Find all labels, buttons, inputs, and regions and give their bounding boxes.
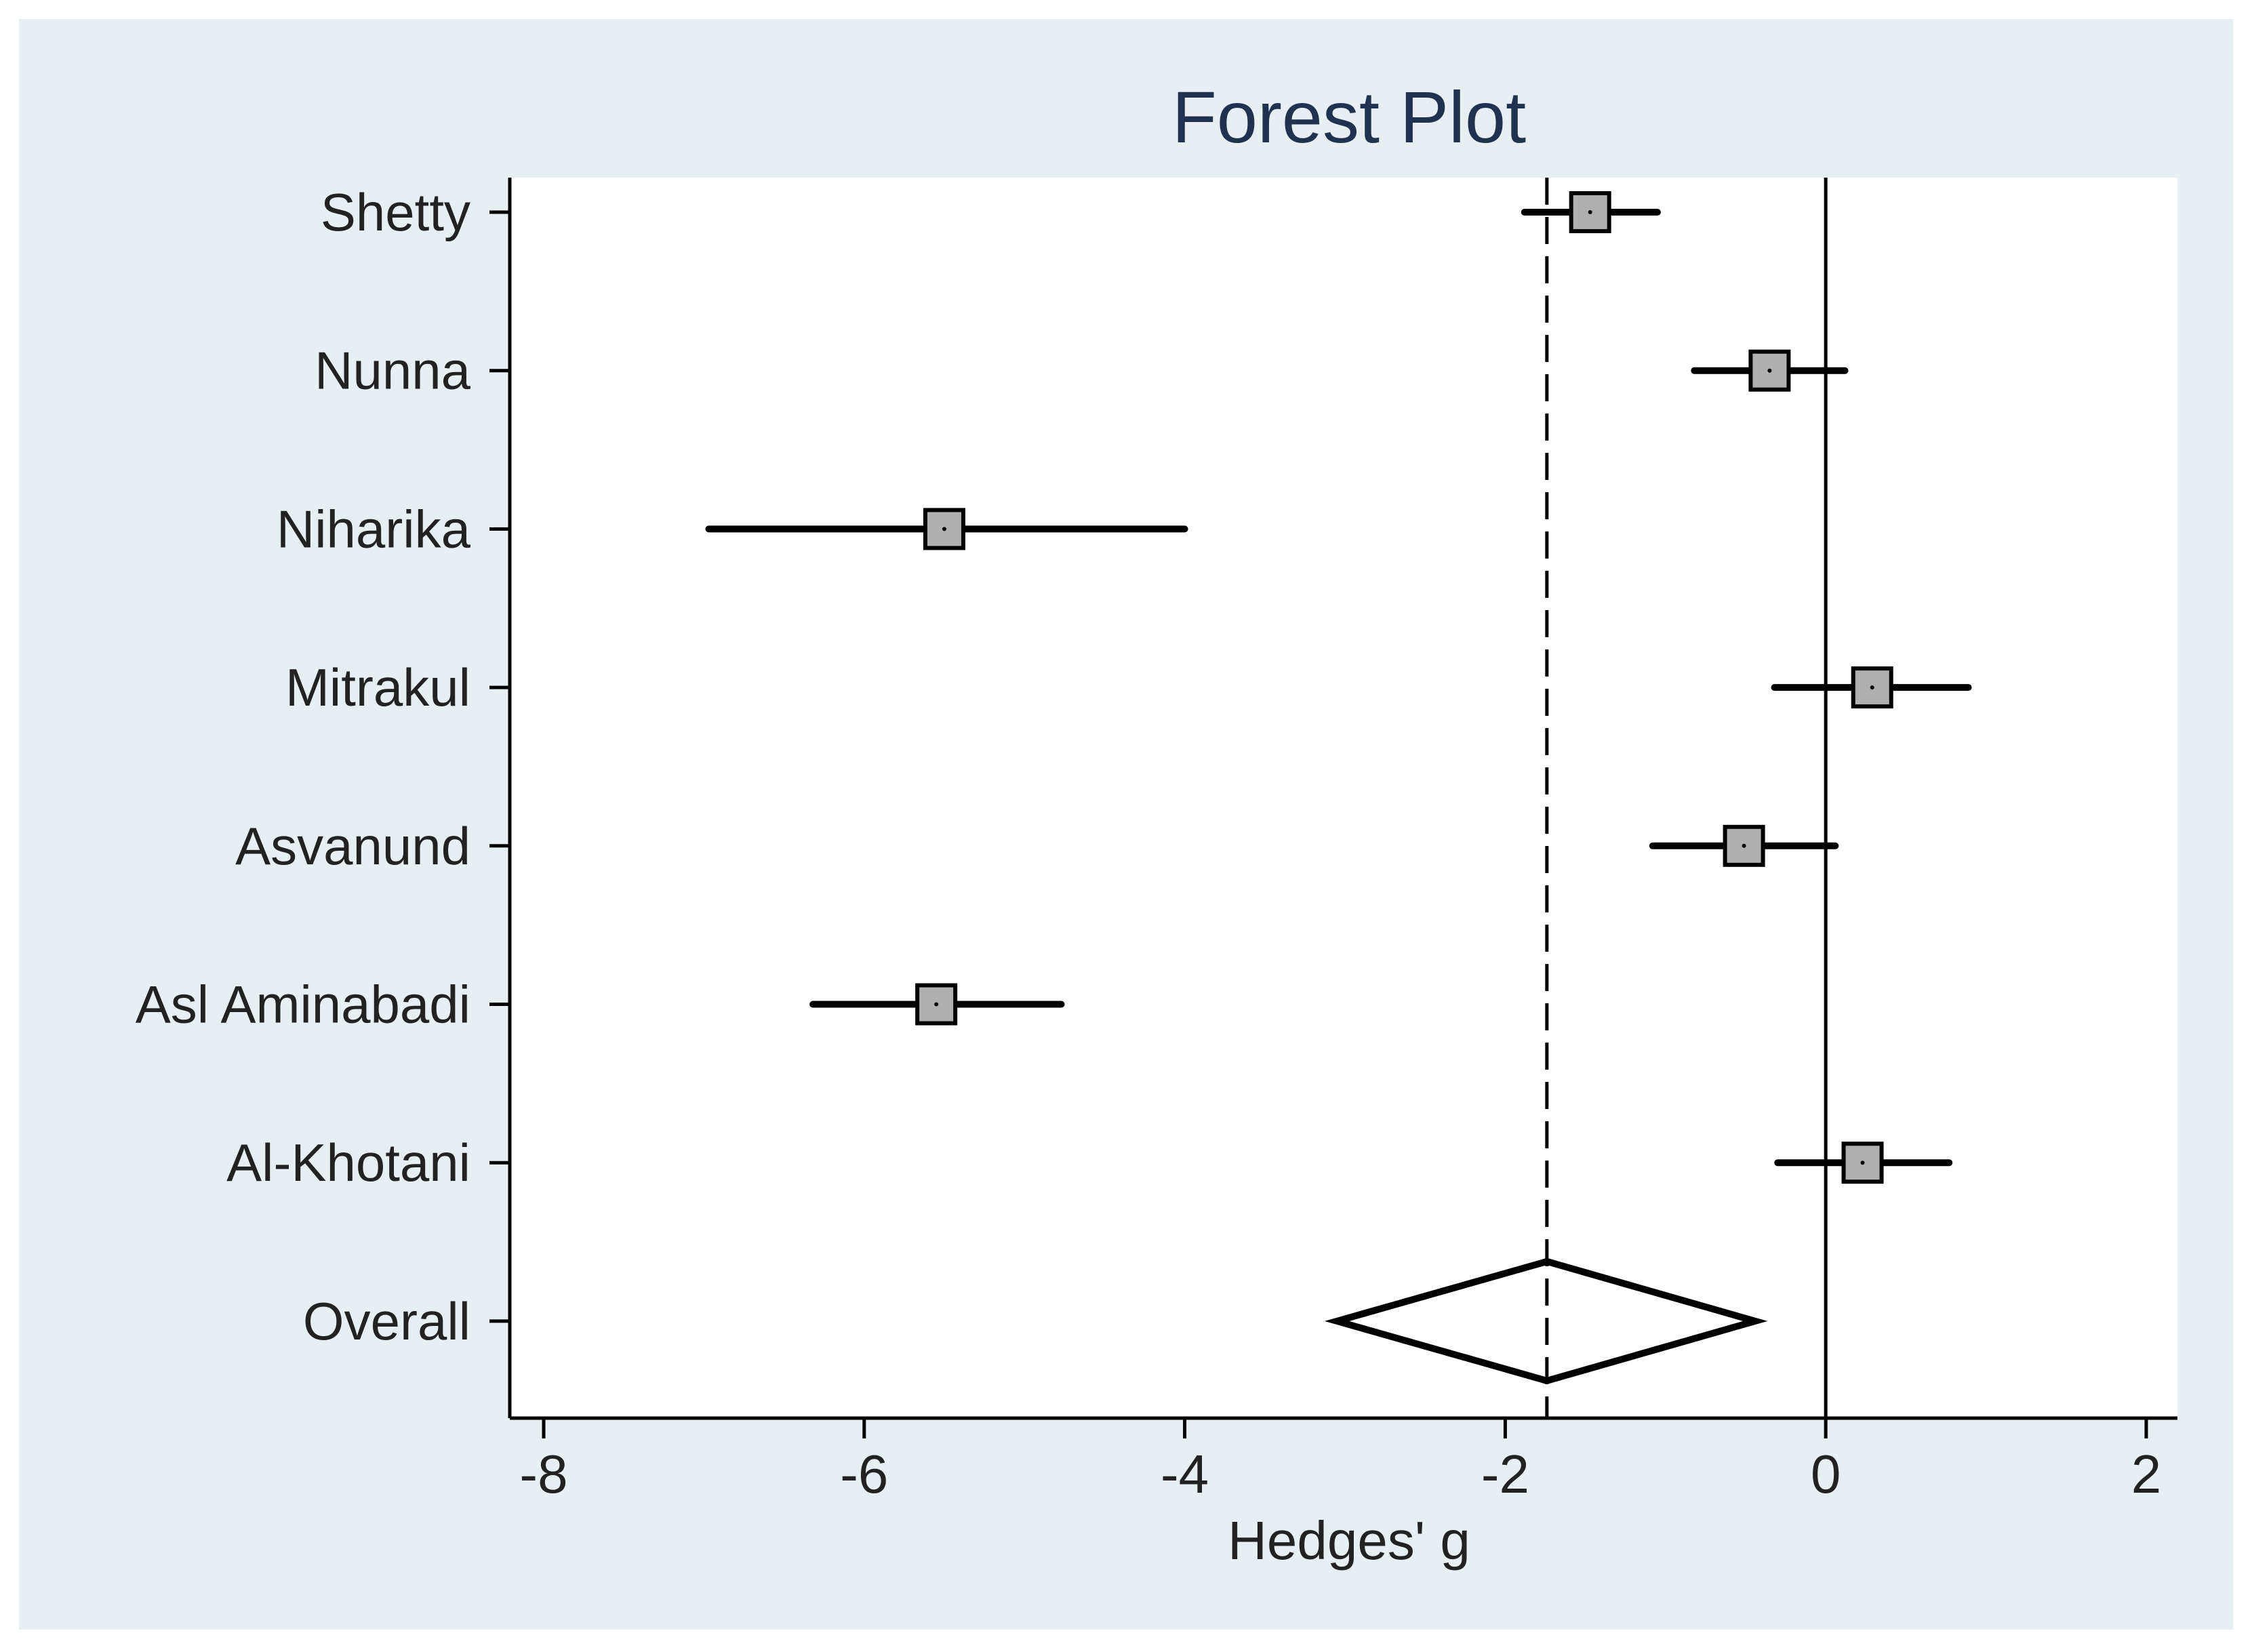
x-tick-label: -2 <box>1481 1444 1529 1504</box>
point-estimate-dot <box>1767 368 1772 373</box>
x-tick-label: -8 <box>519 1444 567 1504</box>
point-estimate-dot <box>1860 1161 1865 1165</box>
study-label: Asl Aminabadi <box>136 975 470 1034</box>
overall-diamond <box>1324 1257 1768 1385</box>
overall-label: Overall <box>303 1291 470 1351</box>
x-axis-label: Hedges' g <box>1228 1510 1470 1571</box>
study-label: Mitrakul <box>285 658 470 717</box>
x-tick-label: 2 <box>2131 1444 2162 1504</box>
study-label: Nunna <box>315 341 470 401</box>
study-label: Asvanund <box>235 816 470 876</box>
point-estimate-dot <box>942 527 946 531</box>
study-label: Niharika <box>277 499 471 559</box>
x-tick-label: -6 <box>840 1444 888 1504</box>
point-estimate-dot <box>934 1002 939 1007</box>
chart-title: Forest Plot <box>1172 76 1526 158</box>
study-label: Al-Khotani <box>226 1133 470 1192</box>
x-tick-label: 0 <box>1811 1444 1841 1504</box>
chart-marks: -8 -6 -4 -2 0 2 Shetty Nunna Niharika Mitrakul Asv… <box>136 178 2177 1504</box>
study-label: Shetty <box>321 182 470 242</box>
point-estimate-dot <box>1742 843 1746 848</box>
plot-area <box>510 178 2177 1418</box>
x-tick-label: -4 <box>1161 1444 1209 1504</box>
point-estimate-dot <box>1870 685 1874 690</box>
point-estimate-dot <box>1588 210 1592 214</box>
